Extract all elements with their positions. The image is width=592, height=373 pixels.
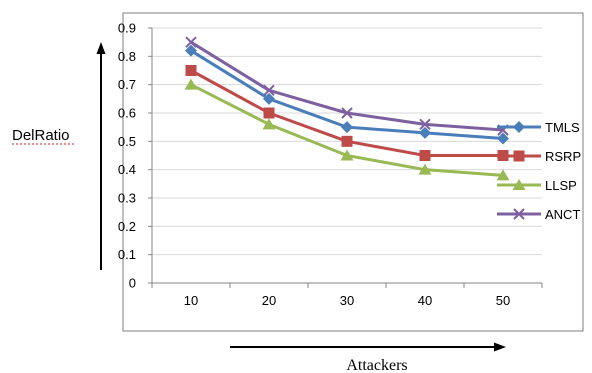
x-tick-label: 30 — [340, 293, 354, 308]
data-point-llsp — [418, 163, 432, 175]
data-point-tmls — [497, 132, 509, 145]
chart-frame — [122, 12, 584, 332]
y-tick-label: 0.6 — [118, 106, 136, 121]
x-tick-label: 20 — [262, 293, 276, 308]
y-tick-label: 0.1 — [118, 247, 136, 262]
x-tick-labels: 10 20 30 40 50 — [151, 283, 543, 308]
legend-marker-tmls — [513, 121, 525, 133]
data-point-rsrp — [341, 135, 353, 147]
data-point-rsrp — [263, 107, 275, 119]
y-tick-label: 0.9 — [118, 21, 136, 36]
legend-label-anct: ANCT — [545, 207, 580, 222]
data-point-tmls — [185, 44, 197, 57]
x-axis-label: Attackers — [346, 357, 407, 373]
data-point-llsp — [340, 149, 354, 161]
y-arrow — [96, 42, 106, 270]
data-point-llsp — [262, 118, 276, 130]
y-tick-labels: 0 0.1 0.2 0.3 0.4 0.5 0.6 0.7 0.8 0.9 — [118, 21, 152, 291]
x-tick-label: 50 — [496, 293, 510, 308]
data-point-anct — [263, 84, 275, 97]
legend-marker-llsp — [512, 179, 526, 190]
y-tick-label: 0.7 — [118, 77, 136, 92]
data-point-anct — [341, 107, 353, 119]
data-point-anct — [419, 118, 431, 131]
data-point-tmls — [419, 126, 431, 139]
x-tick-label: 10 — [184, 293, 198, 308]
y-tick-label: 0.5 — [118, 134, 136, 149]
series-group — [184, 36, 510, 181]
y-axis-label: DelRatio — [12, 127, 70, 144]
data-point-rsrp — [185, 65, 197, 76]
data-point-rsrp — [419, 150, 431, 161]
y-tick-label: 0.8 — [118, 49, 136, 64]
x-arrow — [230, 342, 506, 352]
data-point-llsp — [184, 78, 198, 90]
y-tick-label: 0.4 — [118, 162, 136, 177]
y-tick-label: 0.3 — [118, 191, 136, 206]
legend-marker-rsrp — [513, 150, 525, 162]
x-tick-label: 40 — [418, 293, 432, 308]
data-point-tmls — [263, 92, 275, 105]
y-tick-label: 0.2 — [118, 219, 136, 234]
legend-label-llsp: LLSP — [545, 178, 577, 193]
y-tick-label: 0 — [129, 276, 136, 291]
legend: TMLS RSRP LLSP ANCT — [497, 120, 581, 222]
legend-label-tmls: TMLS — [545, 120, 580, 135]
legend-marker-anct — [513, 208, 525, 220]
data-point-anct — [185, 36, 197, 48]
legend-label-rsrp: RSRP — [545, 149, 581, 164]
data-point-llsp — [496, 169, 510, 181]
data-point-tmls — [341, 121, 353, 134]
